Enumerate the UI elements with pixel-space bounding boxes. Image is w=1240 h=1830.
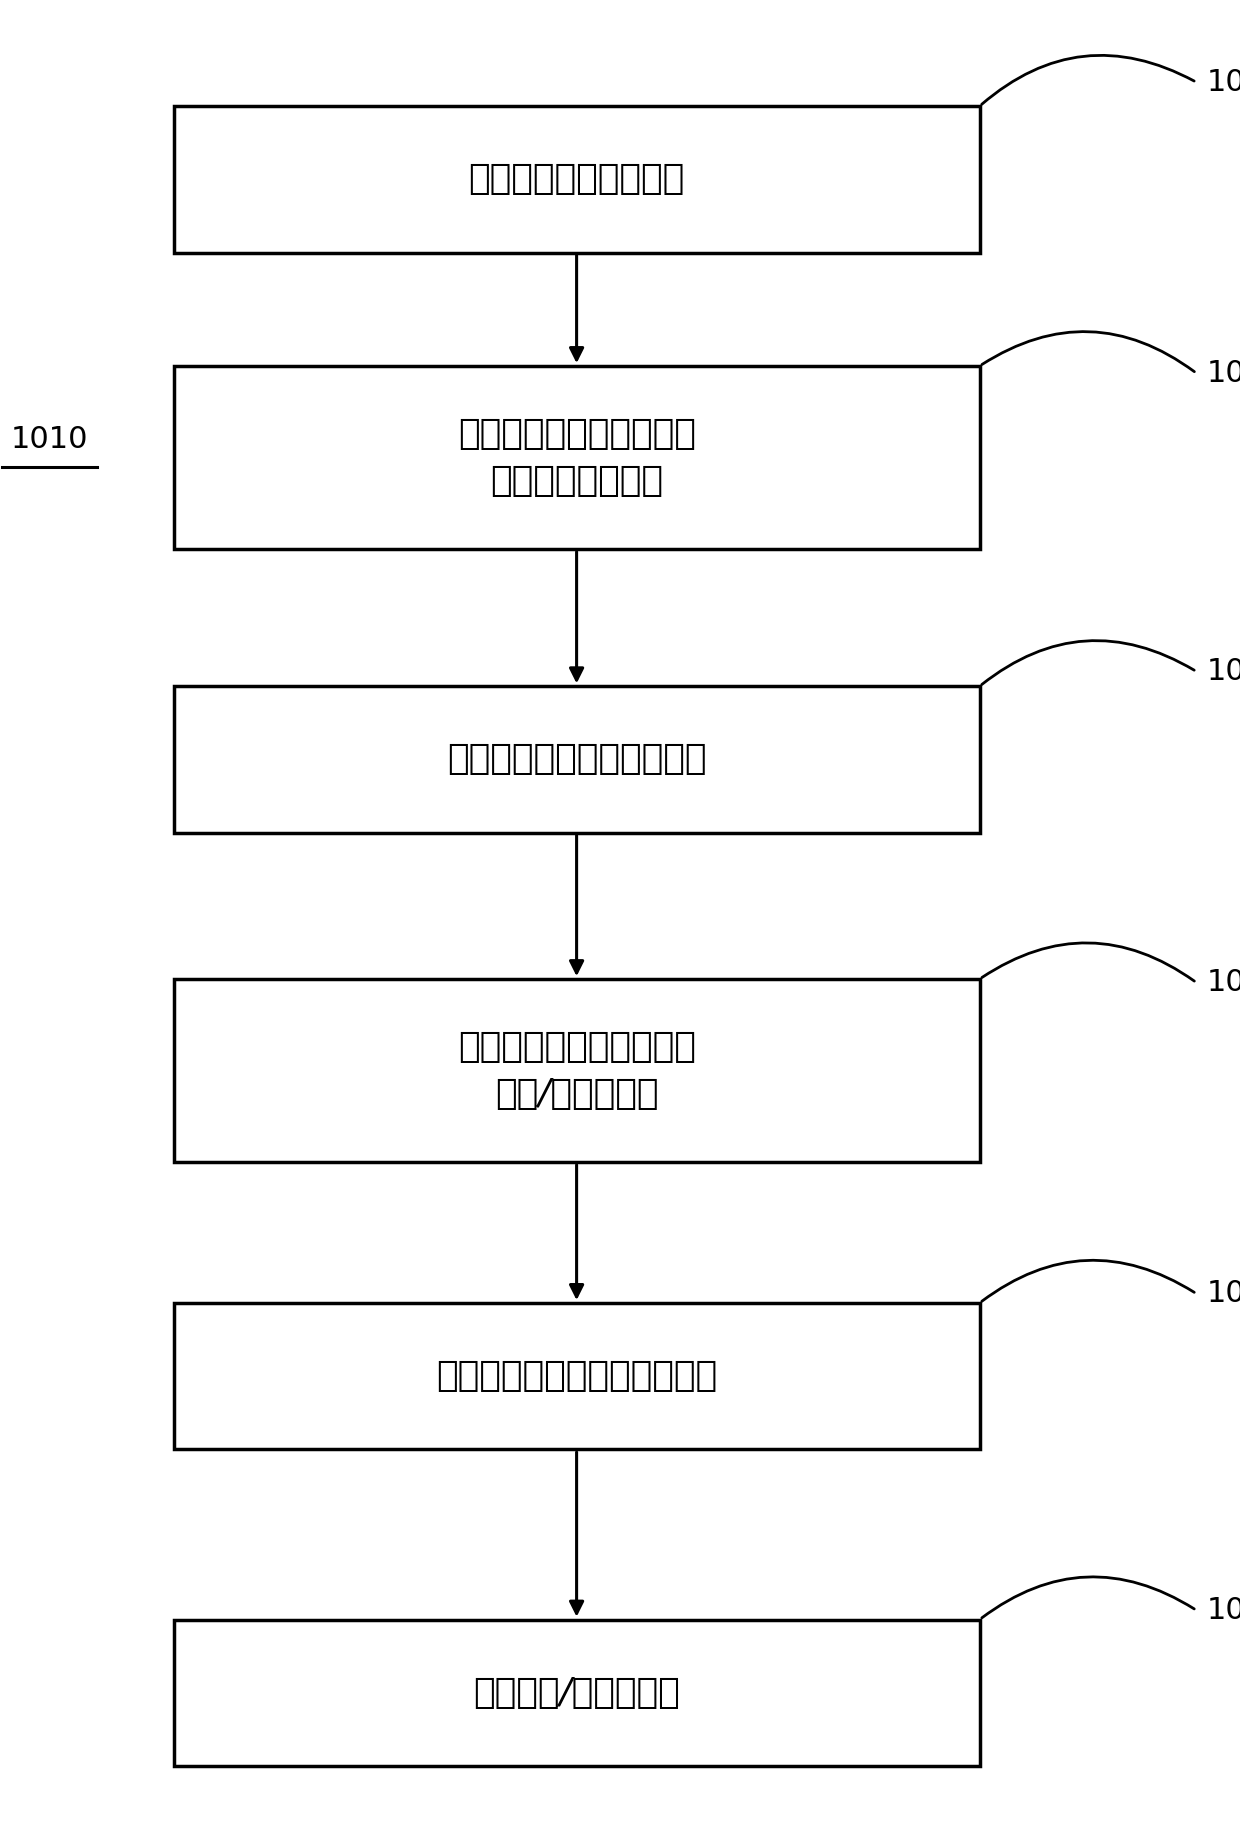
Text: 1020: 1020 <box>1207 1279 1240 1308</box>
Text: 1012: 1012 <box>1207 68 1240 97</box>
Bar <box>174 1303 980 1449</box>
Bar <box>174 979 980 1162</box>
Bar <box>174 366 980 549</box>
Text: 1014: 1014 <box>1207 359 1240 388</box>
Text: 到达损坏的汽车的位置: 到达损坏的汽车的位置 <box>469 163 684 196</box>
Text: 清洁被选择用于测量的位置: 清洁被选择用于测量的位置 <box>446 743 707 776</box>
Bar <box>174 1620 980 1766</box>
Text: 获取在未损坏的位置处的颜色: 获取在未损坏的位置处的颜色 <box>436 1360 717 1393</box>
Text: 确定在汽车的损坏的表面
附近的待测量位置: 确定在汽车的损坏的表面 附近的待测量位置 <box>458 417 696 498</box>
Text: 1010: 1010 <box>11 425 88 454</box>
Text: 定位颜色获取装置以获取
颜色/外观测量值: 定位颜色获取装置以获取 颜色/外观测量值 <box>458 1030 696 1111</box>
Text: 1016: 1016 <box>1207 657 1240 686</box>
Bar <box>174 106 980 253</box>
Text: 1022: 1022 <box>1207 1596 1240 1625</box>
Bar <box>174 686 980 833</box>
Text: 传送颜色/外观测量值: 传送颜色/外观测量值 <box>474 1676 680 1709</box>
Text: 1018: 1018 <box>1207 968 1240 997</box>
